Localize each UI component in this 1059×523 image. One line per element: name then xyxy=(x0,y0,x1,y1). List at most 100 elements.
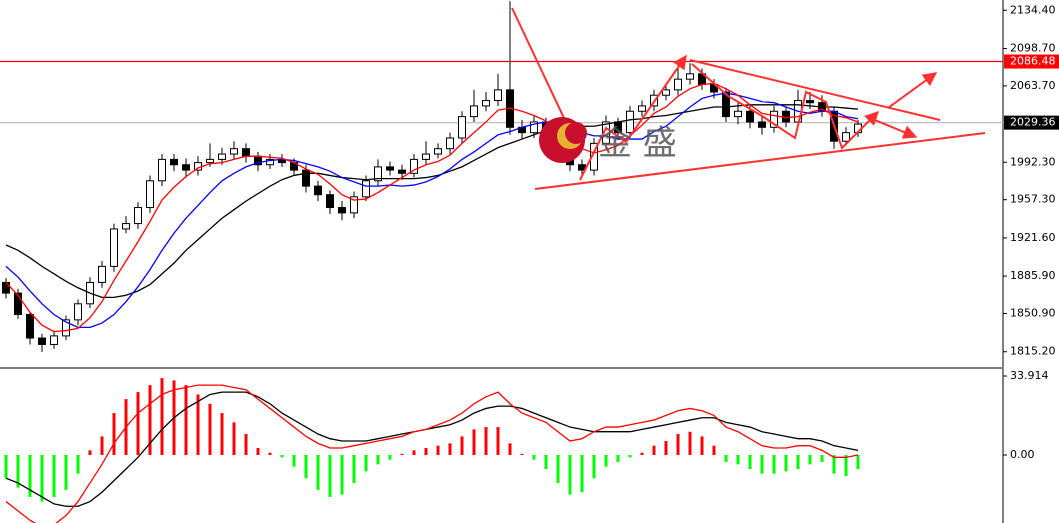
macd-bar xyxy=(184,385,188,455)
macd-bar xyxy=(388,455,392,460)
y-tick-label: 0.00 xyxy=(1010,448,1035,461)
candle-body xyxy=(302,169,310,187)
candle-body xyxy=(314,185,322,196)
candle-body xyxy=(74,303,82,321)
macd-bar xyxy=(844,455,848,476)
candle-body xyxy=(482,100,490,107)
macd-bar xyxy=(688,431,692,455)
macd-bar xyxy=(616,455,620,462)
candle-body xyxy=(374,166,382,182)
y-tick-label: 1850.90 xyxy=(1010,307,1056,320)
macd-bar xyxy=(808,455,812,465)
candle-body xyxy=(134,207,142,225)
candle-body xyxy=(206,158,214,164)
candle-body xyxy=(590,142,598,171)
arrow xyxy=(887,72,938,109)
axis: 2134.40 2098.70 2063.70 1992.30 1957.30 1921.… xyxy=(1003,3,1059,461)
candle-body xyxy=(230,148,238,155)
candle-body xyxy=(26,314,34,339)
macd-bar xyxy=(244,434,248,455)
candle-body xyxy=(2,281,10,294)
macd-bar xyxy=(604,455,608,467)
candle-body xyxy=(842,132,850,142)
macd-bar xyxy=(196,394,200,455)
candle-body xyxy=(182,164,190,171)
macd-bar xyxy=(64,455,68,490)
candle-body xyxy=(662,89,670,96)
candle-body xyxy=(218,153,226,160)
macd-bar xyxy=(448,443,452,455)
macd-bar xyxy=(796,455,800,469)
macd-bar xyxy=(364,455,368,472)
macd-bar xyxy=(592,455,596,479)
candle-body xyxy=(170,158,178,166)
candle-body xyxy=(398,169,406,174)
candle-body xyxy=(110,228,118,267)
arrow xyxy=(869,117,918,139)
macd-bar xyxy=(376,455,380,465)
candle-body xyxy=(674,78,682,91)
y-tick-label: 1885.90 xyxy=(1010,269,1056,282)
macd-bar xyxy=(544,455,548,469)
macd-bar xyxy=(496,427,500,455)
arrow xyxy=(579,54,687,181)
y-tick-label: 1957.30 xyxy=(1010,193,1056,206)
macd-bar xyxy=(652,445,656,455)
macd-bar xyxy=(508,443,512,455)
candle-body xyxy=(386,166,394,171)
macd-bar xyxy=(784,455,788,472)
line-series xyxy=(5,92,859,328)
macd-bar xyxy=(460,436,464,455)
line-series xyxy=(5,384,859,523)
macd-bar xyxy=(676,434,680,455)
macd-bar xyxy=(340,455,344,495)
macd-bar xyxy=(100,436,104,455)
macd-bar xyxy=(268,452,272,455)
macd-bar xyxy=(424,448,428,455)
y-tick-label: 2134.40 xyxy=(1010,3,1056,16)
candle-body xyxy=(602,121,610,144)
candle-body xyxy=(422,153,430,160)
candle-body xyxy=(722,91,730,118)
macd-bar xyxy=(700,436,704,455)
macd-bar xyxy=(724,455,728,462)
candle-body xyxy=(770,110,778,128)
macd-bar xyxy=(148,385,152,455)
macd-bar xyxy=(568,455,572,495)
y-tick-label: 2063.70 xyxy=(1010,79,1056,92)
macd-bar xyxy=(160,378,164,455)
candle-body xyxy=(242,148,250,157)
candle-body xyxy=(38,337,46,345)
y-tick-label: 33.914 xyxy=(1010,369,1049,382)
y-tick-label: 1921.60 xyxy=(1010,231,1056,244)
candle-body xyxy=(98,265,106,283)
macd-bar xyxy=(304,455,308,479)
candle-body xyxy=(638,105,646,112)
macd-bar xyxy=(52,455,56,497)
macd-bar xyxy=(832,455,836,474)
price-label-box xyxy=(1004,54,1059,69)
macd-bar xyxy=(856,455,860,469)
macd-bar xyxy=(760,455,764,474)
watermark-logo: 金 盛 xyxy=(539,117,677,164)
macd-bar xyxy=(772,455,776,474)
macd-bar xyxy=(76,455,80,474)
macd-bar xyxy=(316,455,320,490)
macd-bar xyxy=(400,453,404,455)
candle-body xyxy=(686,73,694,80)
macd-bar xyxy=(328,455,332,497)
candle-body xyxy=(434,148,442,155)
macd-bar xyxy=(820,455,824,462)
candle-body xyxy=(626,110,634,134)
macd-bar xyxy=(436,445,440,455)
annotations xyxy=(511,7,986,190)
macd-bar xyxy=(520,453,524,455)
line-series xyxy=(5,104,859,299)
candle-body xyxy=(758,121,766,128)
candle-body xyxy=(146,180,154,209)
candle-body xyxy=(338,207,346,214)
trend-line xyxy=(534,132,986,190)
candle-body xyxy=(494,89,502,102)
logo-crescent-cut xyxy=(565,122,587,144)
